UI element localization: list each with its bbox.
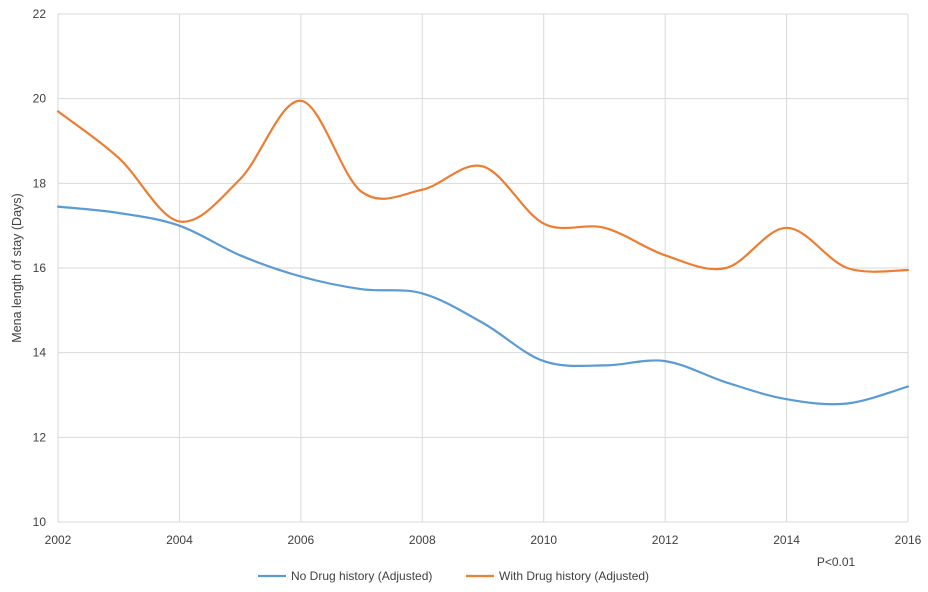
gridlines [57, 13, 909, 523]
tick-labels: 10 12 14 16 18 20 22 2002 2004 2006 2008 2010 2012 20… [33, 7, 922, 547]
x-tick-label: 2004 [166, 533, 193, 547]
y-tick-label: 22 [33, 7, 47, 21]
p-value-annotation: P<0.01 [817, 555, 856, 569]
y-tick-label: 10 [33, 515, 47, 529]
y-tick-label: 16 [33, 261, 47, 275]
legend-label-1: With Drug history (Adjusted) [499, 569, 649, 583]
legend-label-0: No Drug history (Adjusted) [291, 569, 432, 583]
x-tick-label: 2008 [409, 533, 436, 547]
y-tick-label: 18 [33, 176, 47, 190]
x-tick-label: 2006 [288, 533, 315, 547]
x-tick-label: 2014 [773, 533, 800, 547]
y-tick-label: 12 [33, 430, 47, 444]
y-tick-label: 14 [33, 346, 47, 360]
series-lines [56, 99, 910, 406]
x-tick-label: 2012 [652, 533, 679, 547]
series-line-1 [56, 99, 910, 273]
x-tick-label: 2002 [45, 533, 72, 547]
y-tick-label: 20 [33, 92, 47, 106]
legend: No Drug history (Adjusted) With Drug hist… [258, 569, 649, 583]
series-line-0 [56, 205, 910, 406]
y-axis-title: Mena length of stay (Days) [10, 193, 24, 342]
x-tick-label: 2010 [530, 533, 557, 547]
x-tick-label: 2016 [895, 533, 922, 547]
